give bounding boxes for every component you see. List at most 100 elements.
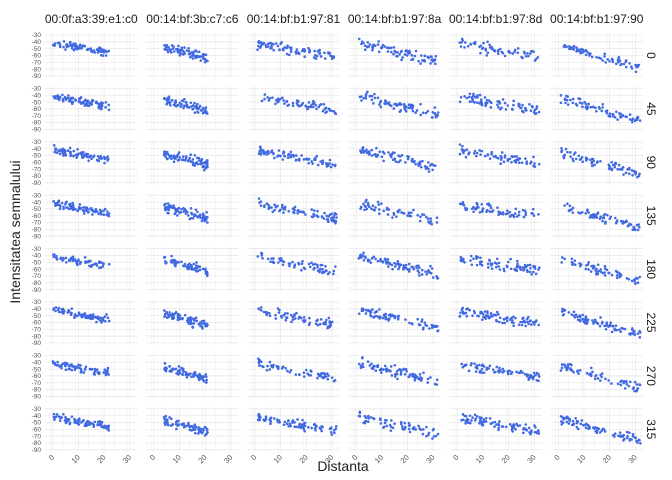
data-point — [460, 148, 464, 151]
facet-panel — [146, 86, 239, 132]
data-point — [570, 257, 574, 261]
data-point — [52, 200, 55, 203]
data-point — [508, 423, 512, 426]
data-point — [265, 202, 269, 205]
data-point — [206, 221, 209, 224]
data-point — [357, 414, 361, 418]
data-point — [374, 257, 377, 261]
data-point — [183, 46, 186, 49]
data-point — [166, 208, 169, 211]
data-point — [103, 424, 106, 428]
data-point — [380, 155, 384, 159]
data-point — [560, 310, 564, 313]
data-point — [637, 223, 641, 226]
data-point — [377, 50, 381, 54]
data-point — [364, 96, 368, 100]
data-point — [394, 160, 398, 163]
data-point — [181, 99, 185, 103]
data-point — [199, 109, 203, 112]
data-point — [587, 261, 590, 264]
data-point — [332, 220, 336, 223]
data-point — [380, 46, 384, 49]
data-point — [458, 152, 462, 156]
data-point — [286, 312, 289, 315]
data-point — [402, 268, 405, 271]
data-point — [96, 317, 100, 321]
data-point — [474, 370, 478, 373]
data-point — [470, 207, 474, 211]
data-point — [96, 423, 100, 426]
data-point — [52, 412, 56, 416]
data-point — [293, 313, 296, 316]
data-point — [96, 51, 100, 54]
data-point — [391, 216, 394, 219]
data-point — [586, 106, 590, 109]
data-point — [578, 369, 582, 372]
data-point — [481, 207, 485, 210]
data-point — [501, 367, 505, 371]
data-point — [362, 96, 366, 100]
data-point — [281, 203, 284, 207]
data-point — [478, 45, 481, 49]
data-point — [421, 159, 424, 163]
data-point — [175, 427, 178, 431]
data-point — [566, 366, 570, 369]
data-point — [310, 261, 313, 265]
data-point — [257, 412, 261, 416]
data-point — [261, 257, 264, 260]
data-point — [526, 52, 529, 55]
data-point — [271, 365, 275, 369]
facet-panel — [550, 193, 643, 239]
data-point — [503, 154, 507, 157]
data-point — [269, 422, 272, 425]
data-point — [480, 202, 484, 206]
data-point — [66, 149, 70, 152]
data-point — [396, 377, 399, 381]
data-point — [601, 106, 604, 109]
data-point — [422, 428, 425, 431]
data-point — [581, 313, 584, 317]
data-point — [530, 211, 533, 215]
data-point — [520, 323, 524, 327]
data-point — [192, 322, 196, 325]
data-point — [91, 213, 94, 216]
data-point — [205, 274, 209, 278]
data-point — [488, 417, 492, 420]
data-point — [528, 103, 531, 106]
data-point — [369, 261, 373, 264]
data-point — [502, 269, 506, 273]
facet-panel — [348, 86, 441, 132]
data-point — [638, 329, 641, 333]
data-point — [606, 213, 609, 217]
data-point — [481, 209, 484, 213]
data-point — [493, 425, 496, 428]
data-point — [364, 308, 368, 312]
data-point — [361, 362, 365, 366]
data-point — [532, 265, 535, 268]
data-point — [499, 154, 503, 158]
data-point — [78, 47, 81, 50]
data-point — [327, 215, 330, 218]
data-point — [204, 53, 208, 57]
data-point — [196, 102, 199, 106]
data-point — [397, 267, 400, 271]
data-point — [366, 360, 370, 363]
data-point — [308, 265, 312, 269]
data-point — [104, 106, 107, 109]
data-point — [497, 422, 500, 426]
data-point — [205, 322, 208, 325]
data-point — [505, 319, 509, 323]
data-point — [332, 215, 335, 219]
data-point — [370, 148, 373, 152]
data-point — [177, 44, 180, 48]
data-point — [323, 375, 326, 379]
data-point — [185, 105, 189, 108]
facet-panel — [550, 300, 643, 345]
data-point — [528, 270, 532, 274]
data-point — [598, 379, 602, 383]
data-point — [609, 321, 613, 324]
data-point — [516, 424, 520, 428]
data-point — [408, 424, 411, 428]
x-tick-label: 0 — [350, 453, 359, 462]
data-point — [182, 50, 185, 53]
